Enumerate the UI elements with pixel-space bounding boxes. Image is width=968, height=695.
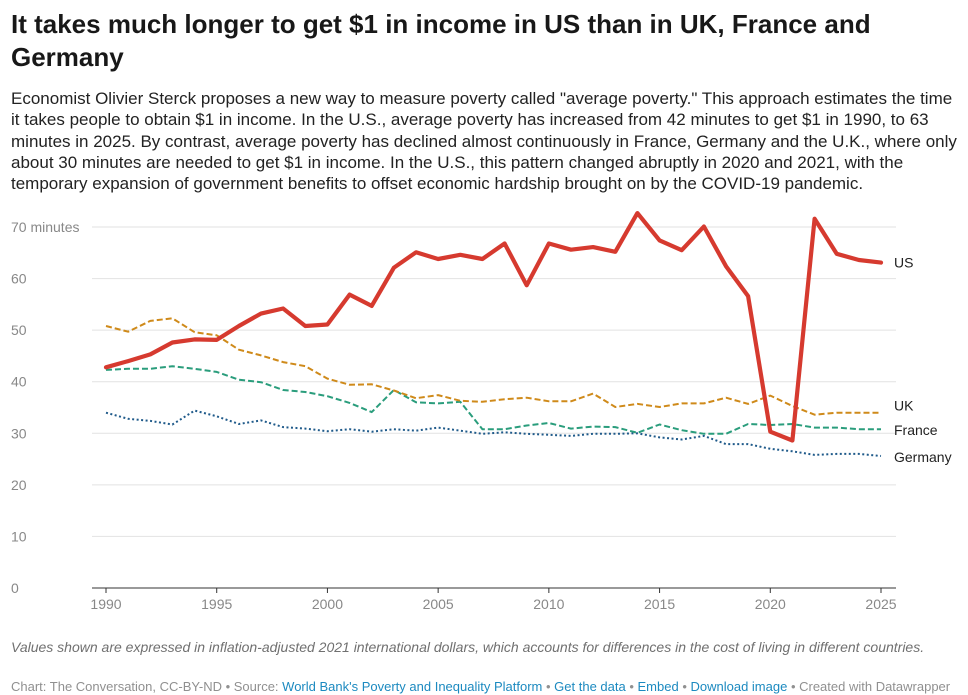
x-tick-label: 2000 xyxy=(312,596,343,612)
series-line-us xyxy=(103,211,884,443)
series-label-germany: Germany xyxy=(894,449,952,465)
chart-description: Economist Olivier Sterck proposes a new … xyxy=(11,89,957,194)
x-tick-label: 2025 xyxy=(865,596,896,612)
separator: • xyxy=(542,679,555,694)
line-chart: 0 10 20 30 40 50 60 70 minutes 1990 1995 2000 2005 2… xyxy=(11,211,952,612)
chart-note: Values shown are expressed in inflation-… xyxy=(11,639,925,655)
series-line-france xyxy=(105,365,881,435)
x-tick-label: 1990 xyxy=(90,596,121,612)
y-tick-label: 40 xyxy=(11,374,27,390)
source-link[interactable]: World Bank's Poverty and Inequality Plat… xyxy=(282,679,543,694)
y-tick-label: 10 xyxy=(11,528,27,544)
x-tick-label: 2020 xyxy=(755,596,786,612)
get-data-link[interactable]: Get the data xyxy=(554,679,626,694)
separator: • xyxy=(678,679,691,694)
x-tick-label: 2010 xyxy=(533,596,564,612)
x-tick-label: 2005 xyxy=(423,596,454,612)
series-label-france: France xyxy=(894,422,938,438)
series-line-germany xyxy=(105,409,882,457)
series-label-us: US xyxy=(894,255,913,271)
y-tick-label: 20 xyxy=(11,477,27,493)
chart-title: It takes much longer to get $1 in income… xyxy=(11,9,871,72)
y-tick-label: 30 xyxy=(11,425,27,441)
download-image-link[interactable]: Download image xyxy=(690,679,788,694)
source-suffix: • Created with Datawrapper xyxy=(787,679,951,694)
y-tick-label: 0 xyxy=(11,580,19,596)
x-tick-label: 1995 xyxy=(201,596,232,612)
series-label-uk: UK xyxy=(894,398,914,414)
embed-link[interactable]: Embed xyxy=(637,679,679,694)
separator: • xyxy=(625,679,638,694)
y-tick-label: 60 xyxy=(11,271,27,287)
y-tick-label: 70 minutes xyxy=(11,219,79,235)
source-prefix: Chart: The Conversation, CC-BY-ND • Sour… xyxy=(11,679,283,694)
chart-source: Chart: The Conversation, CC-BY-ND • Sour… xyxy=(11,679,968,695)
x-tick-label: 2015 xyxy=(644,596,675,612)
y-tick-label: 50 xyxy=(11,322,27,338)
series-line-uk xyxy=(105,317,881,416)
